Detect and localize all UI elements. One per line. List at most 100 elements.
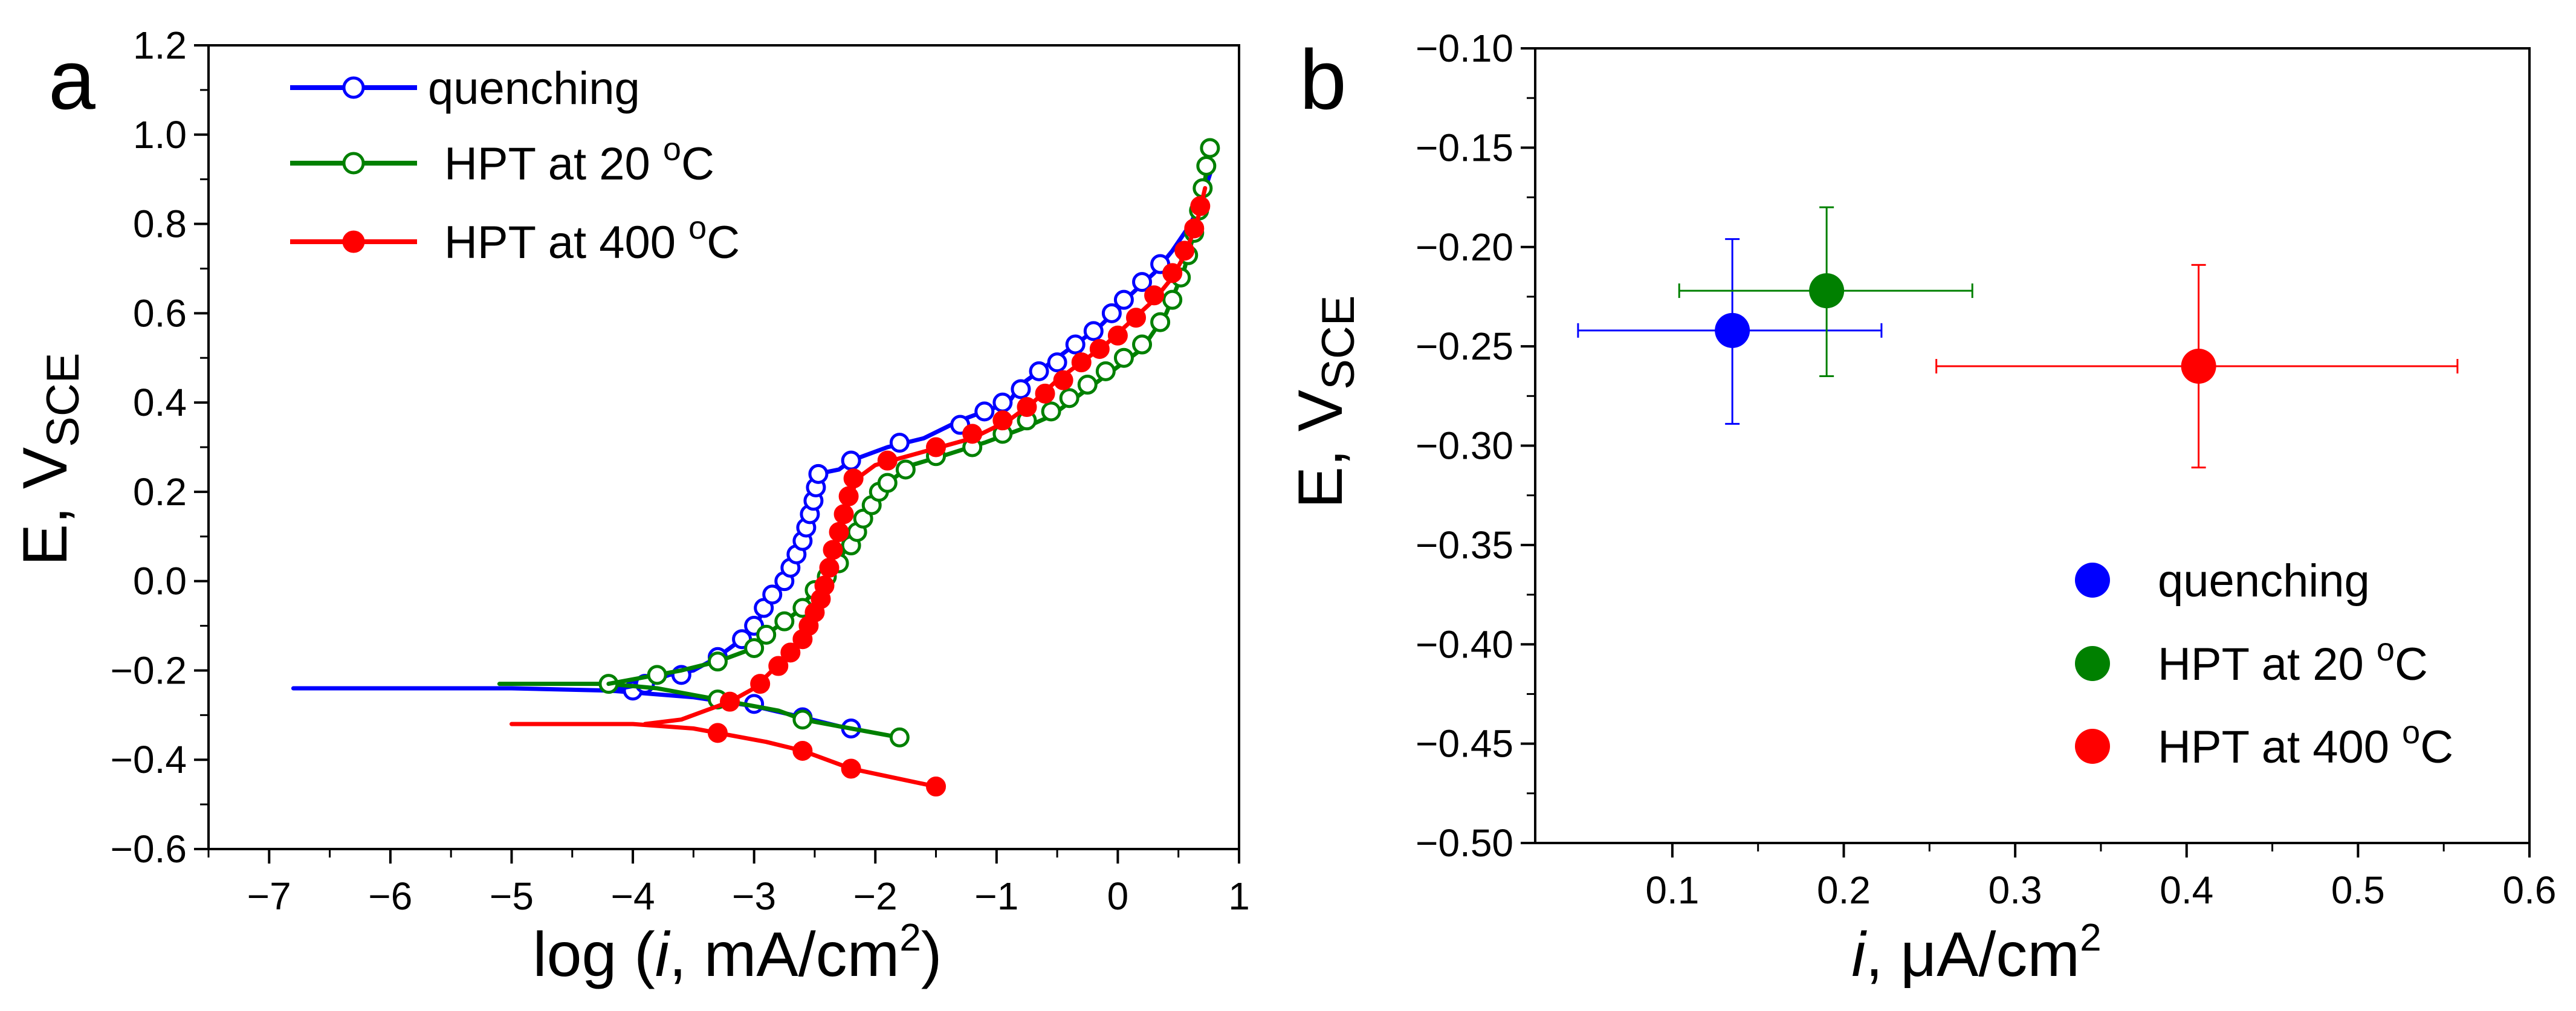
panel-a-data-point — [1107, 325, 1128, 346]
panel-a-data-point — [877, 473, 898, 493]
panel-a-data-point — [895, 459, 916, 480]
panel-a-data-point — [1089, 338, 1110, 359]
panel-b-y-tick-label: −0.20 — [1416, 225, 1513, 269]
panel-b-x-tick-label: 0.2 — [1817, 868, 1871, 912]
panel-b-data-point — [1809, 273, 1845, 309]
panel-a-data-point — [841, 758, 861, 779]
panel-b-legend-label: HPT at 20 oC — [2158, 631, 2428, 690]
panel-a-data-point — [720, 691, 740, 712]
panel-b-legend-item: quenching — [2075, 555, 2370, 607]
panel-a-x-tick-label: 0 — [1107, 874, 1129, 918]
panel-a-y-tick-label: 0.0 — [133, 560, 187, 603]
panel-b-legend-marker — [2075, 729, 2110, 764]
panel-a-data-point — [992, 410, 1013, 431]
panel-a-legend-item: HPT at 20 oC — [290, 131, 714, 190]
panel-a-legend-label-tail: C — [681, 138, 714, 190]
panel-b-x-tick-label: 0.4 — [2160, 868, 2213, 912]
panel-a-data-point — [1174, 241, 1195, 261]
panel-b-legend-label: HPT at 400 oC — [2158, 714, 2453, 773]
panel-a-legend-label-main: HPT at 400 — [444, 217, 688, 268]
panel-b-legend-label-sup: o — [2377, 631, 2395, 668]
panel-a-data-point — [1200, 138, 1220, 158]
panel-a-data-point — [1077, 375, 1098, 395]
panel-b-axes: 0.1 0.2 0.3 0.4 0.5 0.6 −0.50 −0.45 −0.40 −0.35 −0… — [1416, 27, 2556, 912]
panel-a-data-point — [1184, 218, 1205, 239]
panel-a-data-point — [889, 727, 910, 748]
panel-b-y-tick-label: −0.30 — [1416, 424, 1513, 468]
panel-b-point-0 — [1577, 238, 1883, 425]
panel-a-legend-item: quenching — [290, 63, 640, 114]
panel-a-data-point — [926, 777, 947, 797]
panel-a-x-tick-label: −7 — [247, 874, 291, 918]
panel-a-legend-label: quenching — [428, 63, 640, 114]
panel-a-data-point — [1083, 321, 1104, 341]
panel-a-data-point — [774, 611, 795, 631]
panel-b-point-2 — [1935, 263, 2459, 469]
panel-a-y-axis-title: E, VSCE — [10, 353, 89, 566]
panel-a-y-tick-label: −0.2 — [111, 648, 187, 692]
panel-b-legend-marker — [2075, 563, 2110, 598]
panel-a-legend: quenching HPT at 20 oC HPT at 400 oC — [290, 63, 740, 268]
panel-a-data-point — [992, 392, 1013, 413]
panel-a-x-tick-label: −4 — [611, 874, 655, 918]
panel-a-data-point — [974, 401, 995, 422]
panel-a-data-point — [1035, 383, 1055, 404]
panel-b-letter: b — [1299, 32, 1347, 127]
panel-a-data-point — [780, 642, 801, 663]
panel-a-data-point — [1029, 361, 1049, 381]
panel-a-data-point — [926, 437, 947, 457]
panel-a-data-point — [1162, 263, 1183, 283]
panel-a-series-2 — [510, 186, 1211, 797]
panel-a-data-point — [1132, 334, 1153, 355]
panel-b-y-tick-label: −0.35 — [1416, 523, 1513, 567]
panel-a-x-axis-title: log (i, mA/cm2) — [533, 916, 942, 990]
panel-b-y-tick-label: −0.40 — [1416, 622, 1513, 666]
panel-a-y-tick-label: 1.2 — [133, 24, 187, 67]
panel-a-data-point — [1113, 347, 1134, 368]
panel-b-legend-item: HPT at 20 oC — [2075, 631, 2428, 690]
panel-b-x-tick-label: 0.1 — [1645, 868, 1699, 912]
panel-a-data-point — [792, 709, 813, 730]
panel-a-legend-marker — [342, 76, 365, 99]
panel-b-y-tick-label: −0.50 — [1416, 821, 1513, 865]
panel-b-legend-label-tail: C — [2420, 722, 2453, 773]
panel-a-data-point — [1071, 352, 1092, 373]
panel-a-data-point — [1011, 379, 1031, 399]
panel-a-data-point — [1095, 361, 1116, 381]
panel-a-data-point — [838, 486, 859, 506]
panel-b-y-tick-label: −0.45 — [1416, 722, 1513, 766]
panel-a-data-point — [1053, 370, 1073, 390]
panel-a-data-point — [1190, 196, 1211, 216]
panel-a-anodic-curve — [606, 168, 1214, 693]
panel-a-data-point — [1047, 352, 1067, 373]
panel-a-data-point — [707, 723, 728, 743]
panel-a-legend-marker — [342, 152, 365, 175]
panel-a-data-point — [1150, 312, 1171, 332]
panel-a-legend-marker — [342, 230, 365, 253]
panel-a-legend-label-main: quenching — [428, 63, 640, 114]
panel-a-legend-label-sup: o — [663, 131, 681, 167]
panel-a-data-point — [762, 584, 783, 605]
panel-a-y-tick-label: 0.6 — [133, 291, 187, 335]
panel-a-anodic-curve — [642, 186, 1208, 726]
panel-a-data-point — [1065, 334, 1086, 355]
panel-a-data-point — [1113, 289, 1134, 310]
panel-b-y-axis-title: E, VSCE — [1286, 296, 1364, 509]
panel-a-data-point — [750, 674, 771, 694]
panel-b-legend-item: HPT at 400 oC — [2075, 714, 2453, 773]
panel-a-data-point — [889, 433, 910, 453]
panel-a-data-point — [768, 656, 789, 676]
panel-a: a −7 −6 −5 −4 −3 −2 −1 0 1 −0.6 −0.4 −0.2 0.0 0.2 0.4 0… — [10, 24, 1250, 990]
panel-a-data-point — [1126, 308, 1146, 328]
panel-a-data-point — [1132, 272, 1153, 292]
panel-a-x-tick-label: −1 — [974, 874, 1018, 918]
panel-b-legend-label-main: HPT at 400 — [2158, 722, 2402, 773]
panel-b-x-tick-label: 0.5 — [2331, 868, 2385, 912]
panel-a-letter: a — [48, 32, 95, 127]
panel-a-legend-label-main: HPT at 20 — [444, 138, 663, 190]
panel-a-y-tick-label: 0.8 — [133, 202, 187, 246]
panel-b-y-tick-label: −0.15 — [1416, 126, 1513, 169]
panel-a-y-tick-label: −0.4 — [111, 738, 187, 781]
panel-a-x-tick-label: −6 — [368, 874, 412, 918]
panel-b-legend-label-sup: o — [2402, 714, 2420, 751]
